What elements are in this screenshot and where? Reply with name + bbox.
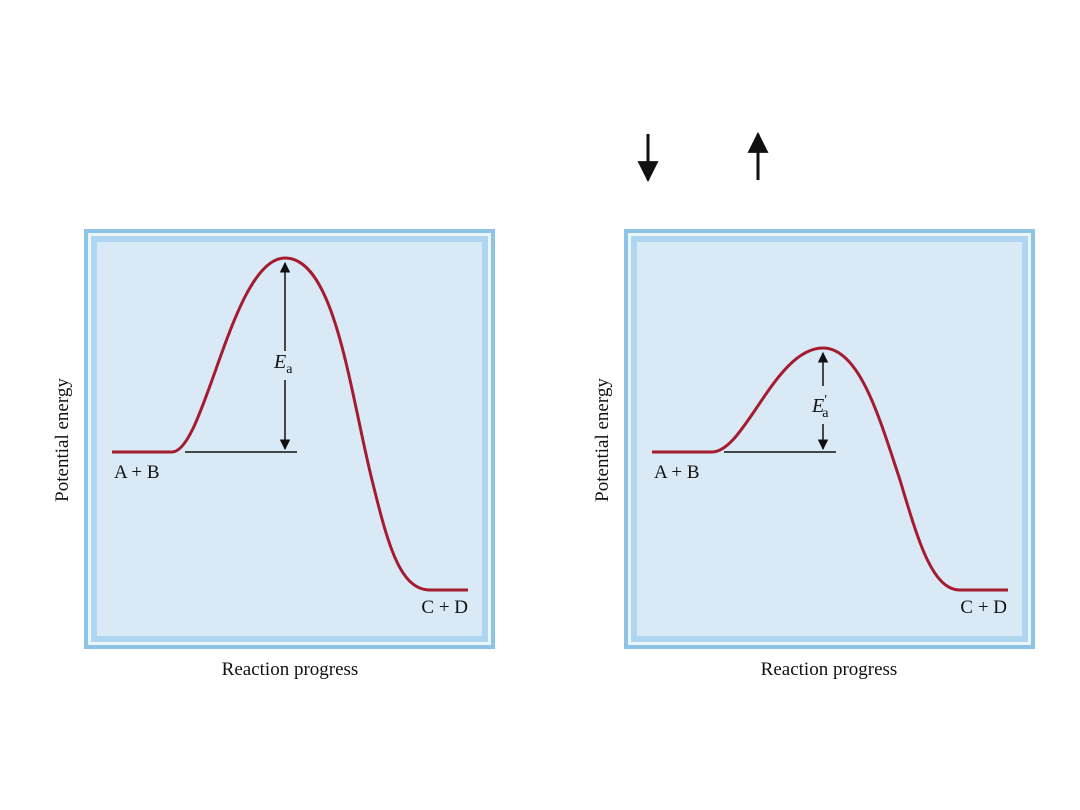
panel-right-reactants-label: A + B	[654, 462, 700, 483]
panel-left-ea-symbol: E	[273, 351, 286, 373]
panel-right-ea-subscript: a	[822, 406, 829, 421]
panel-left-y-axis-label: Potential energy	[52, 378, 73, 502]
panel-right-energy-curve	[652, 346, 1008, 592]
panel-right-x-axis-label: Reaction progress	[761, 659, 898, 680]
panel-left-products-label: C + D	[421, 597, 468, 618]
panel-right-ea-prime: ′	[824, 393, 827, 408]
panel-left-plot-area	[97, 242, 482, 636]
panel-left-ea-label: Ea	[273, 351, 293, 377]
panel-left: Ea A + B C + D Potential energy Reaction…	[52, 229, 495, 680]
panel-left-ea-subscript: a	[286, 362, 293, 377]
top-arrows	[637, 131, 769, 183]
panel-left-reactants-label: A + B	[114, 462, 160, 483]
panel-right-plot-area	[637, 242, 1022, 636]
panel-right-ea-label: E′ a	[811, 393, 829, 421]
panel-right: E′ a A + B C + D Potential energy Reactio…	[592, 229, 1035, 680]
panel-left-energy-curve	[112, 256, 468, 592]
panel-right-y-axis-label: Potential energy	[592, 378, 613, 502]
panel-right-ea-symbol: E	[811, 395, 824, 417]
panel-right-products-label: C + D	[960, 597, 1007, 618]
panel-left-x-axis-label: Reaction progress	[222, 659, 359, 680]
